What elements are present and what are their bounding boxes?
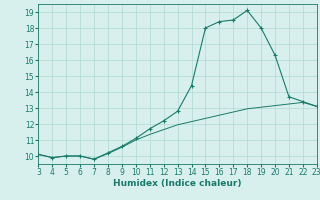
X-axis label: Humidex (Indice chaleur): Humidex (Indice chaleur) [113,179,242,188]
